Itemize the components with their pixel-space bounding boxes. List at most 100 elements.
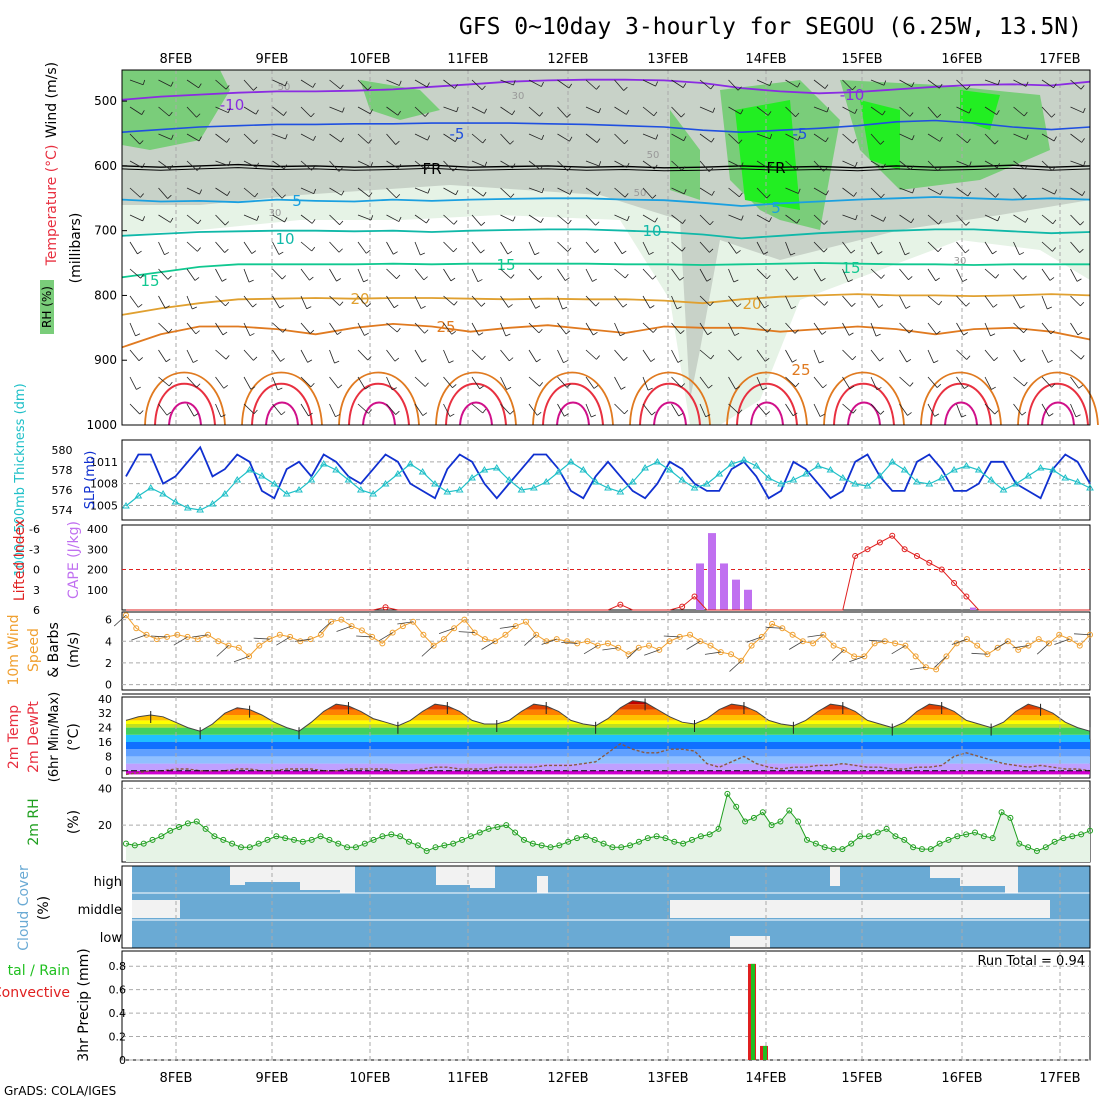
rh2m-marker	[388, 831, 395, 838]
wind-barb	[756, 133, 771, 140]
panel-frame-wind10	[121, 611, 1091, 691]
wind-barb-flag	[340, 137, 345, 143]
wind-barb	[443, 403, 451, 417]
wind-barb-flag	[484, 161, 488, 167]
lifted-index-marker	[852, 553, 859, 560]
rh2m-marker	[600, 840, 607, 847]
wind-barb	[842, 214, 856, 221]
wind-barb-flag	[395, 140, 400, 145]
wind-barb	[927, 295, 939, 306]
wind-barb	[870, 133, 881, 145]
rh2m-marker	[936, 840, 943, 847]
rh2m-marker	[635, 838, 642, 845]
wind-barb	[870, 376, 878, 390]
wind-barb-flag	[512, 163, 516, 169]
wind-barb	[272, 376, 279, 391]
x-tick-label-top: 12FEB	[547, 52, 588, 67]
rh2m-marker	[848, 840, 855, 847]
wind-barb	[728, 160, 742, 168]
panel-frame-precip	[121, 950, 1091, 1061]
wind-barb	[899, 79, 912, 88]
thickness-marker	[1086, 484, 1094, 491]
wind10-marker	[769, 620, 776, 627]
wind-barb	[357, 241, 367, 254]
wind10-marker	[994, 644, 1001, 651]
thickness-marker	[208, 500, 217, 507]
wind-barb-flag	[484, 108, 487, 114]
contour-label: 25	[791, 361, 810, 379]
wind-barb	[984, 241, 993, 255]
thickness-marker	[542, 478, 551, 485]
temp-band	[126, 770, 1090, 775]
wind-barb	[215, 322, 224, 336]
wind-barb-flag	[225, 301, 230, 307]
wind-barb	[728, 187, 740, 198]
wind10-marker	[522, 618, 529, 625]
wind-barb	[585, 349, 597, 360]
wind10-marker	[830, 642, 837, 649]
wind-barb-flag	[567, 219, 572, 225]
wind-barb-flag	[626, 109, 630, 115]
thickness-marker	[690, 484, 699, 491]
wind-barb	[443, 79, 455, 89]
wind-barb-flag	[192, 359, 198, 363]
wind-barb-flag	[654, 164, 658, 170]
wind-barb-flag	[655, 134, 659, 140]
temperature-contour-warm	[726, 371, 808, 426]
wind10-marker	[440, 636, 447, 643]
wind-barb-flag	[366, 303, 371, 308]
wind-barb	[557, 241, 569, 252]
wind-barb	[272, 214, 285, 223]
wind-barb	[557, 403, 565, 417]
wind-barb-flag	[678, 412, 684, 417]
wind-barb-flag	[166, 411, 172, 416]
wind-barb	[329, 295, 341, 306]
wind-barb-flag	[797, 82, 801, 88]
wind-barb-flag	[196, 166, 201, 171]
wind-barb-flag	[738, 409, 743, 414]
wind-barb-flag	[995, 193, 999, 198]
y-tick-label-slp: 1011	[90, 456, 118, 469]
wind-barb-flag	[594, 249, 599, 254]
wind-barb	[1070, 214, 1081, 226]
wind-barb-flag	[793, 276, 799, 281]
wind-barb-flag	[506, 386, 512, 390]
wind10-marker	[358, 627, 365, 634]
wind-barb-flag	[824, 301, 828, 306]
wind-barb-flag	[965, 221, 970, 226]
wind-barb-flag	[1025, 217, 1029, 223]
wind-barb	[870, 214, 884, 222]
rh2m-marker	[582, 833, 589, 840]
thickness-marker	[999, 486, 1008, 493]
contour-label: FR	[766, 159, 785, 177]
temp-band	[126, 727, 1090, 735]
wind-barb-flag	[992, 303, 998, 308]
wind-barb-flag	[994, 140, 999, 145]
y-tick-label-thickness: 574	[52, 504, 73, 517]
thickness-marker	[517, 486, 526, 493]
wind10-marker	[666, 638, 673, 645]
wind-barb-flag	[620, 333, 625, 337]
x-tick-label-bottom: 10FEB	[349, 1071, 390, 1086]
wind-barb	[500, 106, 513, 116]
wind-barb	[927, 268, 936, 281]
wind-barb-flag	[167, 194, 172, 199]
wind-barb-flag	[568, 83, 573, 89]
wind-barb-flag	[967, 191, 972, 197]
wind-barb	[528, 79, 542, 87]
rh2m-marker	[803, 836, 810, 843]
contour-label: 50	[278, 82, 291, 93]
wind-barb	[585, 160, 600, 167]
cloud-gap	[1005, 866, 1018, 893]
wind-barb	[671, 403, 680, 417]
wind-barb-flag	[905, 305, 911, 309]
y-tick-label-wind: 2	[105, 657, 112, 670]
rh2m-marker	[149, 836, 156, 843]
wind-barb-flag	[1053, 136, 1057, 142]
rh2m-marker	[547, 844, 554, 851]
wind-barb	[528, 106, 540, 117]
wind-barb	[1013, 376, 1025, 387]
wind-barb	[386, 160, 399, 169]
rh2m-marker	[733, 803, 740, 810]
wind-barb-flag	[565, 330, 571, 335]
